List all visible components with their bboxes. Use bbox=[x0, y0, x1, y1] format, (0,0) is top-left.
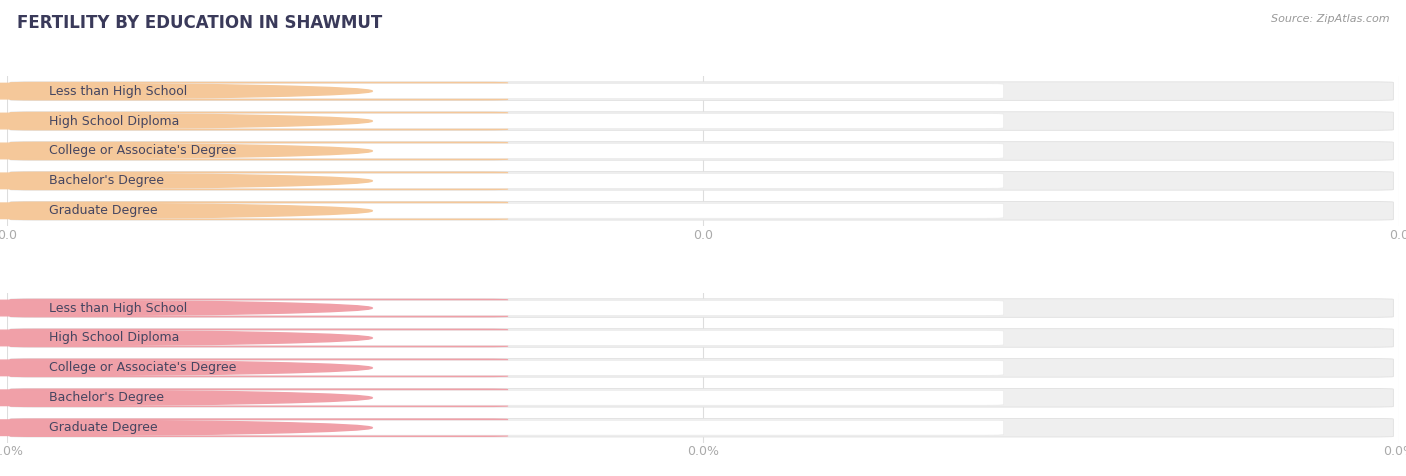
FancyBboxPatch shape bbox=[10, 172, 508, 190]
FancyBboxPatch shape bbox=[10, 112, 508, 130]
FancyBboxPatch shape bbox=[18, 420, 1004, 435]
Text: Less than High School: Less than High School bbox=[49, 85, 187, 98]
Circle shape bbox=[0, 300, 373, 316]
FancyBboxPatch shape bbox=[18, 360, 1004, 375]
FancyBboxPatch shape bbox=[18, 84, 1004, 99]
Circle shape bbox=[0, 360, 373, 376]
Text: 0.0: 0.0 bbox=[474, 174, 495, 188]
FancyBboxPatch shape bbox=[18, 301, 1004, 316]
Text: 0.0%: 0.0% bbox=[461, 391, 495, 404]
FancyBboxPatch shape bbox=[10, 201, 1393, 220]
FancyBboxPatch shape bbox=[10, 82, 1393, 100]
Circle shape bbox=[0, 173, 373, 188]
FancyBboxPatch shape bbox=[18, 390, 1004, 405]
Text: High School Diploma: High School Diploma bbox=[49, 331, 179, 345]
Text: High School Diploma: High School Diploma bbox=[49, 115, 179, 128]
FancyBboxPatch shape bbox=[10, 299, 1393, 317]
FancyBboxPatch shape bbox=[10, 82, 508, 100]
Text: Less than High School: Less than High School bbox=[49, 301, 187, 315]
Text: 0.0: 0.0 bbox=[474, 204, 495, 218]
Circle shape bbox=[0, 203, 373, 218]
FancyBboxPatch shape bbox=[10, 142, 508, 160]
Circle shape bbox=[0, 390, 373, 406]
Text: Graduate Degree: Graduate Degree bbox=[49, 204, 157, 218]
Text: College or Associate's Degree: College or Associate's Degree bbox=[49, 144, 236, 158]
Text: Bachelor's Degree: Bachelor's Degree bbox=[49, 391, 163, 404]
FancyBboxPatch shape bbox=[18, 203, 1004, 218]
Text: FERTILITY BY EDUCATION IN SHAWMUT: FERTILITY BY EDUCATION IN SHAWMUT bbox=[17, 14, 382, 32]
FancyBboxPatch shape bbox=[18, 144, 1004, 159]
Text: 0.0%: 0.0% bbox=[461, 421, 495, 434]
FancyBboxPatch shape bbox=[10, 112, 1393, 130]
Text: 0.0: 0.0 bbox=[474, 85, 495, 98]
Text: College or Associate's Degree: College or Associate's Degree bbox=[49, 361, 236, 375]
Circle shape bbox=[0, 113, 373, 129]
Text: Graduate Degree: Graduate Degree bbox=[49, 421, 157, 434]
FancyBboxPatch shape bbox=[10, 418, 508, 437]
FancyBboxPatch shape bbox=[10, 299, 508, 317]
FancyBboxPatch shape bbox=[10, 388, 1393, 407]
Text: 0.0%: 0.0% bbox=[461, 361, 495, 375]
Text: 0.0%: 0.0% bbox=[461, 331, 495, 345]
FancyBboxPatch shape bbox=[10, 172, 1393, 190]
FancyBboxPatch shape bbox=[18, 173, 1004, 188]
Circle shape bbox=[0, 143, 373, 159]
FancyBboxPatch shape bbox=[10, 142, 1393, 160]
FancyBboxPatch shape bbox=[10, 358, 508, 377]
FancyBboxPatch shape bbox=[10, 418, 1393, 437]
FancyBboxPatch shape bbox=[10, 329, 508, 347]
Circle shape bbox=[0, 83, 373, 99]
FancyBboxPatch shape bbox=[18, 330, 1004, 346]
Circle shape bbox=[0, 420, 373, 436]
FancyBboxPatch shape bbox=[18, 114, 1004, 129]
FancyBboxPatch shape bbox=[10, 358, 1393, 377]
FancyBboxPatch shape bbox=[10, 201, 508, 220]
Text: 0.0: 0.0 bbox=[474, 144, 495, 158]
FancyBboxPatch shape bbox=[10, 329, 1393, 347]
Text: 0.0%: 0.0% bbox=[461, 301, 495, 315]
Text: Bachelor's Degree: Bachelor's Degree bbox=[49, 174, 163, 188]
Text: 0.0: 0.0 bbox=[474, 115, 495, 128]
FancyBboxPatch shape bbox=[10, 388, 508, 407]
Text: Source: ZipAtlas.com: Source: ZipAtlas.com bbox=[1271, 14, 1389, 24]
Circle shape bbox=[0, 330, 373, 346]
